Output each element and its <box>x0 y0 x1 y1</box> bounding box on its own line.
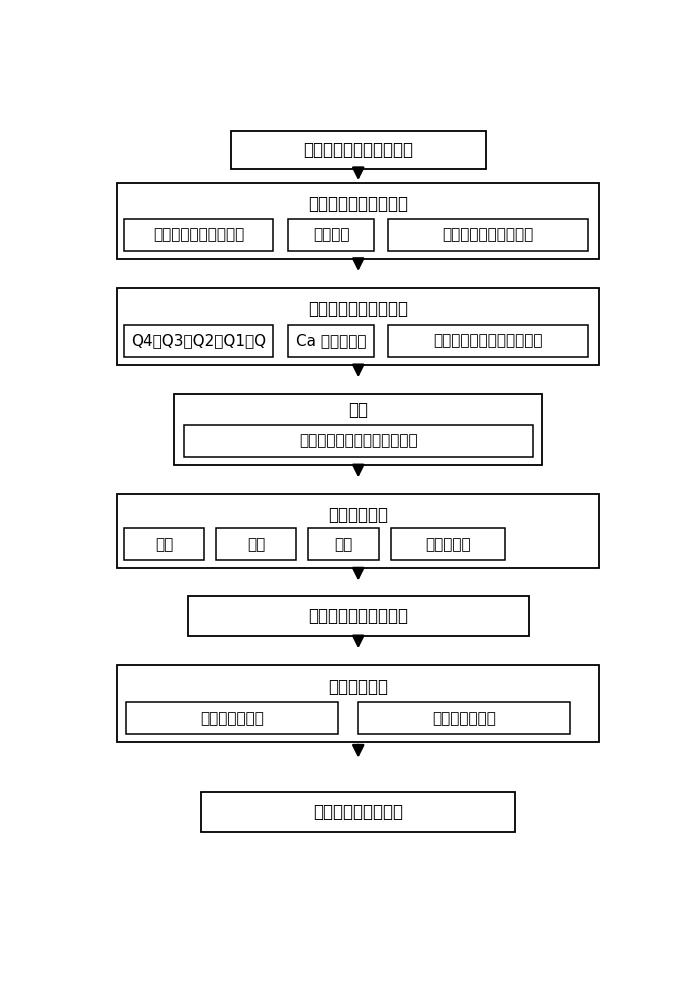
Text: 地层、岩性、钙质结核: 地层、岩性、钙质结核 <box>308 300 408 318</box>
Text: 裂隙发育特征: 裂隙发育特征 <box>329 506 388 524</box>
Bar <box>187 596 529 636</box>
Bar <box>201 792 515 832</box>
Bar <box>124 325 273 357</box>
Bar <box>288 219 375 251</box>
Text: 冲积平原、前缘、后缘: 冲积平原、前缘、后缘 <box>442 227 534 242</box>
Bar <box>184 425 533 457</box>
Text: 土体所属地形地貌单元: 土体所属地形地貌单元 <box>308 195 408 213</box>
Text: 不同颜色标准图谱对比和确认: 不同颜色标准图谱对比和确认 <box>299 434 417 449</box>
Bar <box>124 528 204 560</box>
Text: Ca 质结核含量: Ca 质结核含量 <box>296 333 366 348</box>
Bar <box>231 131 486 169</box>
Bar <box>359 702 570 734</box>
Text: 岗地、岗坡、岗间凹地: 岗地、岗坡、岗间凹地 <box>153 227 245 242</box>
Text: 长度: 长度 <box>335 537 353 552</box>
Bar <box>216 528 296 560</box>
Bar <box>388 325 589 357</box>
Text: 颜色: 颜色 <box>348 401 368 419</box>
Text: 土体膨胀性等级判别: 土体膨胀性等级判别 <box>313 803 403 821</box>
Bar <box>388 219 589 251</box>
Text: Q4、Q3、Q2、Q1、Q: Q4、Q3、Q2、Q1、Q <box>131 333 266 348</box>
Text: 水文地质特征: 水文地质特征 <box>329 678 388 696</box>
Bar <box>391 528 505 560</box>
Bar <box>124 219 273 251</box>
Bar <box>288 325 375 357</box>
Bar <box>127 702 338 734</box>
Bar <box>117 183 599 259</box>
Bar <box>117 494 599 568</box>
Text: 土体膨胀性等级现场判别: 土体膨胀性等级现场判别 <box>303 141 413 159</box>
Bar <box>174 394 542 465</box>
Bar <box>308 528 379 560</box>
Text: 产状: 产状 <box>247 537 266 552</box>
Text: 裂隙面特征: 裂隙面特征 <box>425 537 470 552</box>
Text: 密度: 密度 <box>155 537 173 552</box>
Text: 开挖面渗水情况: 开挖面渗水情况 <box>200 711 264 726</box>
Text: 粉质壤土、粉质黏土、黏土: 粉质壤土、粉质黏土、黏土 <box>433 333 543 348</box>
Text: 河间地块: 河间地块 <box>313 227 350 242</box>
Text: 土体含水率估测: 土体含水率估测 <box>432 711 496 726</box>
Text: 开挖面、开挖渣料特征: 开挖面、开挖渣料特征 <box>308 607 408 625</box>
Bar <box>117 665 599 742</box>
Bar <box>117 288 599 365</box>
